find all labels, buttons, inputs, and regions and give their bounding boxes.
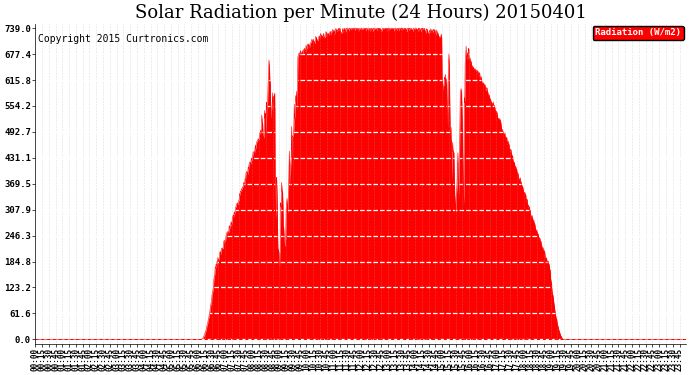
Title: Solar Radiation per Minute (24 Hours) 20150401: Solar Radiation per Minute (24 Hours) 20…: [135, 4, 586, 22]
Legend: Radiation (W/m2): Radiation (W/m2): [593, 26, 684, 40]
Text: Copyright 2015 Curtronics.com: Copyright 2015 Curtronics.com: [39, 33, 209, 44]
